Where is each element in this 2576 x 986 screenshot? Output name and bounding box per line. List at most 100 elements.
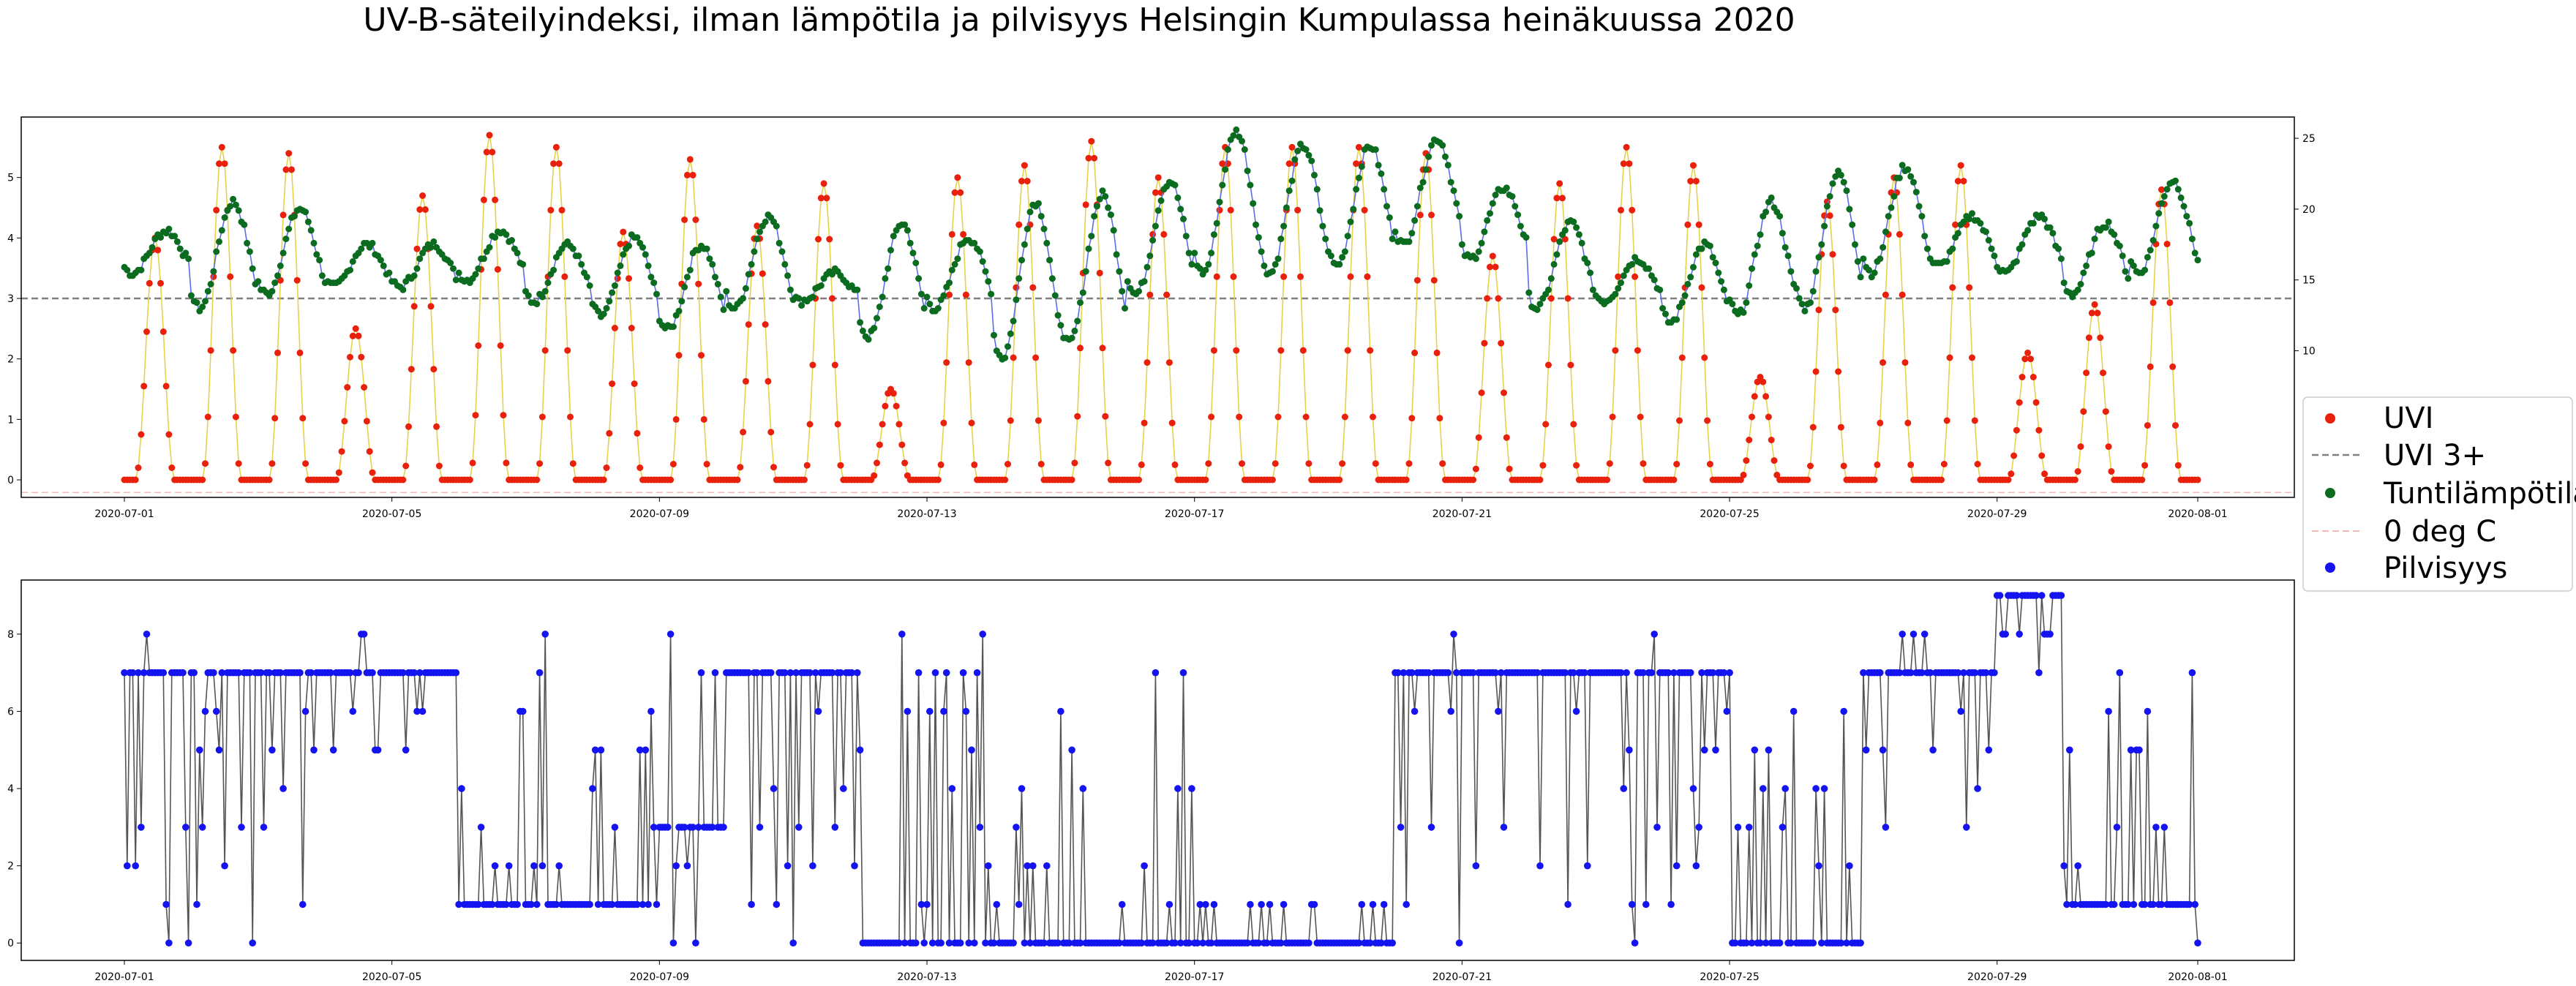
temperature-point (221, 214, 228, 221)
temperature-point (1651, 276, 1658, 284)
uvi-point (1877, 419, 1884, 426)
temperature-point (1439, 142, 1446, 149)
uvi-point (1355, 143, 1362, 151)
temperature-point (1877, 255, 1884, 263)
temperature-point (1678, 299, 1686, 306)
uvi-point (2091, 301, 2098, 308)
temperature-point (2172, 177, 2179, 184)
temperature-point (2141, 266, 2149, 274)
cloud-cover-point (1751, 746, 1759, 754)
temperature-point (1729, 301, 1736, 308)
uvi-point (2024, 349, 2032, 356)
uvi-point (637, 464, 644, 471)
temperature-point (1536, 301, 1544, 308)
cloud-cover-point (694, 824, 702, 831)
temperature-point (901, 221, 909, 228)
temperature-point (1339, 254, 1346, 261)
cloud-cover-point (458, 785, 465, 792)
uvi-point (1545, 361, 1552, 369)
uvi-point (1077, 345, 1084, 352)
temperature-point (1046, 257, 1054, 264)
temperature-point (614, 269, 621, 276)
temperature-point (173, 238, 181, 245)
temperature-point (1885, 213, 1892, 220)
temperature-point (1751, 251, 1758, 258)
temperature-point (1692, 251, 1700, 258)
cloud-cover-point (945, 939, 953, 947)
temperature-point (165, 225, 173, 233)
cloud-cover-point (1628, 900, 1636, 908)
uvi-point (271, 415, 279, 422)
temperature-point (316, 257, 323, 264)
temperature-point (620, 251, 627, 258)
temperature-point (503, 231, 510, 238)
temperature-point (2019, 241, 2026, 248)
temperature-point (2174, 186, 2182, 193)
uvi-point (1768, 437, 1775, 443)
temperature-point (1096, 195, 1103, 203)
temperature-point (171, 233, 179, 240)
uvi-point (745, 321, 752, 328)
temperature-point (617, 262, 624, 269)
temperature-point (193, 299, 200, 306)
temperature-point (1389, 236, 1396, 243)
cloud-cover-point (647, 707, 655, 715)
cloud-cover-point (1709, 669, 1716, 677)
uvi-point (960, 230, 967, 238)
uvi-point (837, 462, 844, 469)
x-tick-label: 2020-08-01 (2168, 971, 2227, 983)
uvi-point (1029, 284, 1037, 291)
uvi-point (159, 328, 167, 335)
temperature-point (2057, 255, 2065, 263)
cloud-cover-point (973, 669, 981, 677)
cloud-cover-point (2149, 900, 2157, 908)
cloud-cover-point (1366, 939, 1374, 947)
cloud-cover-point (1581, 669, 1588, 677)
temperature-point (347, 266, 353, 274)
cloud-cover-point (2136, 746, 2143, 754)
cloud-cover-point (1358, 900, 1366, 908)
uvi-point (135, 464, 142, 471)
uvi-point (826, 236, 833, 243)
uvi-point (1743, 457, 1750, 464)
uvi-point (1612, 347, 1619, 354)
cloud-cover-point (296, 669, 304, 677)
uvi-point (1837, 424, 1844, 431)
uvi-point (2174, 462, 2182, 469)
temperature-point (307, 227, 315, 234)
cloud-cover-point (1617, 669, 1625, 677)
uvi-point (1695, 221, 1702, 228)
cloud-cover-point (505, 862, 513, 870)
uvi-point (1088, 138, 1095, 145)
uvi-point (140, 383, 148, 390)
uvi-point (1135, 476, 1142, 483)
temperature-point (282, 236, 290, 243)
temperature-point (1787, 268, 1795, 275)
temperature-point (762, 218, 769, 225)
cloud-cover-point (1640, 669, 1647, 677)
uvi-point (965, 359, 972, 366)
cloud-cover-point (2144, 707, 2152, 715)
temperature-point (1383, 203, 1390, 210)
cloud-cover-point (1757, 939, 1764, 947)
temperature-point (854, 286, 861, 293)
temperature-point (798, 302, 806, 309)
uvi-point (1230, 273, 1237, 280)
temperature-point (1079, 289, 1086, 296)
uvi-point (1954, 178, 1961, 185)
uvi-point (288, 166, 295, 173)
temperature-point (1740, 309, 1747, 316)
x-tick-label: 2020-08-01 (2168, 508, 2227, 520)
y-tick-label: 20 (2302, 204, 2316, 216)
uvi-point (2029, 374, 2037, 380)
x-tick-label: 2020-07-09 (630, 508, 689, 520)
cloud-cover-point (770, 785, 778, 792)
temperature-point (1241, 146, 1248, 153)
cloud-cover-point (198, 824, 206, 831)
temperature-point (1077, 299, 1084, 306)
uvi-point (882, 402, 889, 410)
x-tick-label: 2020-07-17 (1165, 971, 1224, 983)
cloud-cover-point (1670, 669, 1678, 677)
cloud-cover-point (1899, 631, 1906, 638)
cloud-cover-point (1695, 824, 1702, 831)
